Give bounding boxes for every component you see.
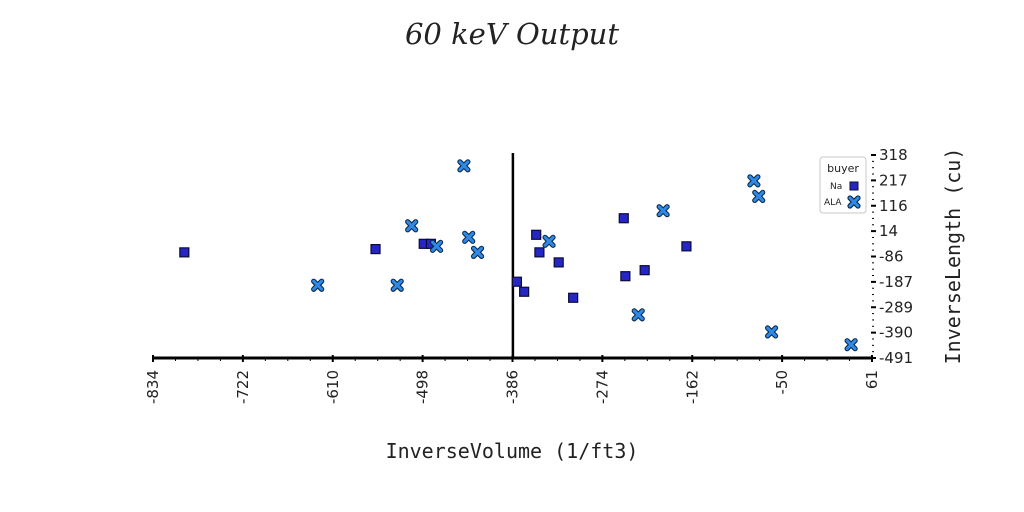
data-point-na: [532, 230, 541, 239]
data-point-na: [619, 214, 628, 223]
y-tick-label: 116: [879, 197, 908, 215]
data-point-ala: [755, 192, 763, 200]
data-point-na: [180, 248, 189, 257]
data-point-na: [520, 287, 529, 296]
legend: buyer Na ALA: [820, 157, 866, 213]
data-point-na: [371, 245, 380, 254]
x-tick-label: -274: [593, 370, 611, 404]
data-point-ala: [408, 222, 416, 230]
data-point-ala: [750, 177, 758, 185]
data-point-ala: [393, 281, 401, 289]
y-axis: -491 -390 -289 -187 -86 14 116 217 318: [871, 146, 913, 367]
y-tick-label: -187: [879, 273, 913, 291]
data-point-ala: [474, 248, 482, 256]
y-tick-label: 217: [879, 171, 908, 189]
x-axis: -834 -722 -610 -498 -386 -274 -162 -50 61: [144, 355, 881, 404]
y-tick-label: -491: [879, 349, 913, 367]
data-point-ala: [659, 207, 667, 215]
data-point-ala: [634, 311, 642, 319]
x-tick-label: -610: [324, 370, 342, 404]
y-tick-label: 318: [879, 146, 908, 164]
legend-label-na: Na: [830, 182, 842, 192]
x-tick-label: 61: [863, 370, 881, 389]
data-point-na: [554, 258, 563, 267]
data-point-na: [512, 277, 521, 286]
data-point-na: [682, 242, 691, 251]
x-tick-label: -386: [504, 370, 522, 404]
data-points: [180, 162, 855, 349]
legend-title: buyer: [827, 162, 859, 175]
data-point-ala: [314, 281, 322, 289]
y-axis-label: InverseLength (cu): [941, 148, 965, 365]
legend-x-glyph: [850, 198, 858, 206]
data-point-na: [621, 272, 630, 281]
legend-marker-na: [850, 182, 858, 190]
x-tick-label: -162: [683, 370, 701, 404]
x-tick-label: -722: [234, 370, 252, 404]
x-axis-label: InverseVolume (1/ft3): [386, 439, 639, 463]
x-tick-label: -498: [414, 370, 432, 404]
data-point-ala: [768, 328, 776, 336]
data-point-na: [640, 266, 649, 275]
x-tick-label: -834: [144, 370, 162, 404]
data-point-ala: [460, 162, 468, 170]
y-tick-label: -289: [879, 298, 913, 316]
legend-marker-ala: [850, 198, 858, 206]
data-point-ala: [847, 341, 855, 349]
x-tick-label: -50: [773, 370, 791, 395]
legend-label-ala: ALA: [824, 198, 842, 208]
data-point-na: [569, 293, 578, 302]
y-tick-label: -86: [879, 248, 904, 266]
data-point-na: [535, 248, 544, 257]
data-point-ala: [433, 242, 441, 250]
y-tick-label: -390: [879, 324, 913, 342]
data-point-ala: [545, 237, 553, 245]
data-point-ala: [465, 233, 473, 241]
y-tick-label: 14: [879, 222, 898, 240]
chart-title: 60 keV Output: [405, 17, 619, 51]
